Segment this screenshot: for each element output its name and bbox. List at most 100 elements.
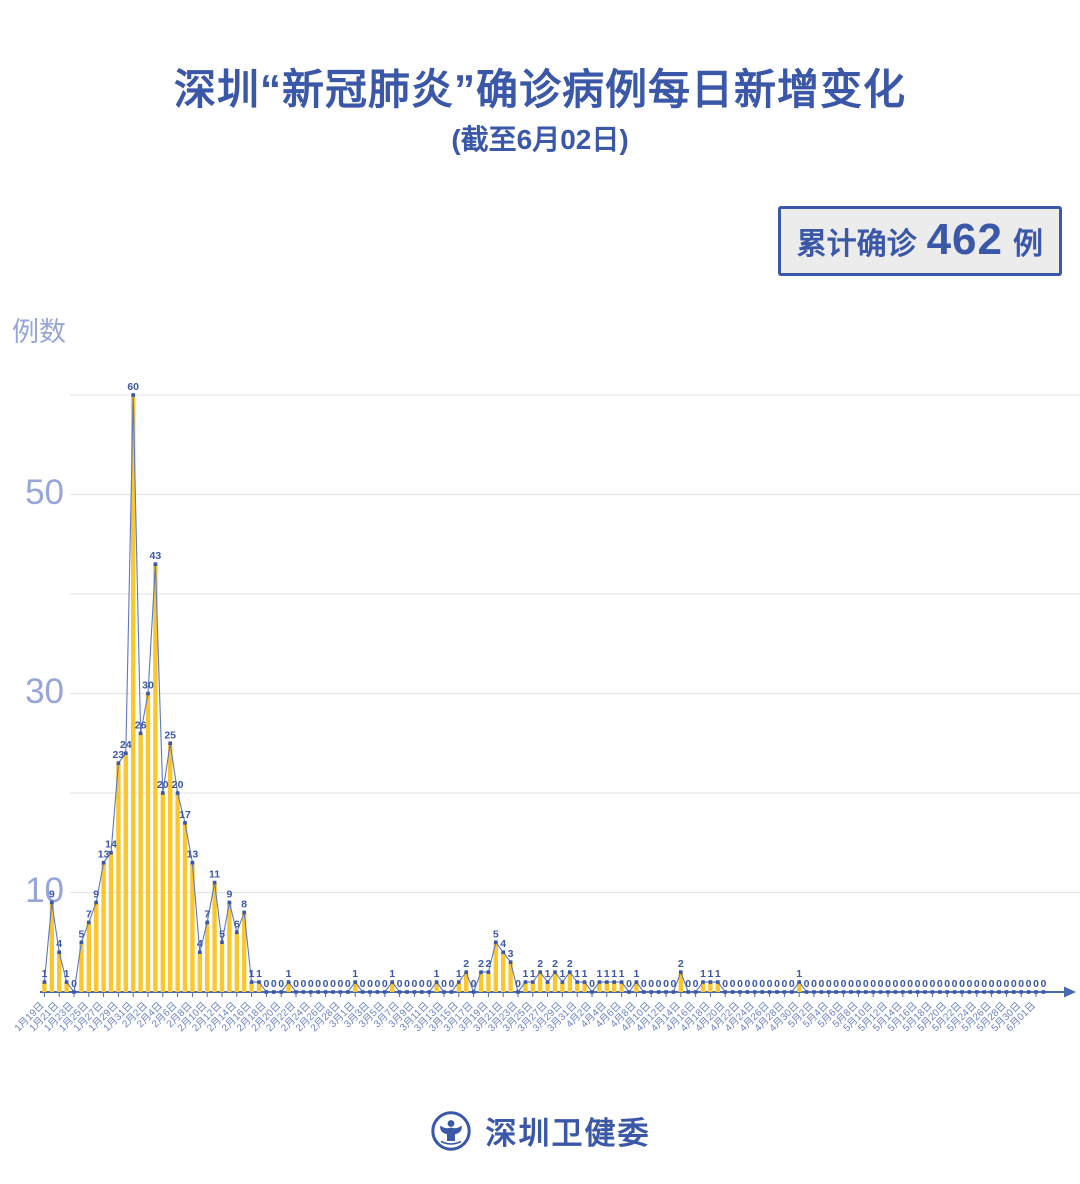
svg-text:0: 0	[811, 978, 817, 990]
svg-text:1: 1	[596, 968, 602, 980]
svg-text:0: 0	[1003, 978, 1009, 990]
svg-text:0: 0	[892, 978, 898, 990]
svg-text:0: 0	[767, 978, 773, 990]
svg-text:13: 13	[187, 849, 199, 861]
svg-text:1: 1	[715, 968, 721, 980]
svg-text:11: 11	[209, 869, 220, 881]
svg-text:0: 0	[374, 978, 380, 990]
svg-text:17: 17	[179, 809, 191, 821]
svg-text:50: 50	[25, 473, 64, 512]
badge-prefix: 累计确诊	[796, 228, 917, 261]
svg-text:1: 1	[256, 968, 262, 980]
svg-text:0: 0	[293, 978, 299, 990]
svg-text:1: 1	[619, 968, 625, 980]
svg-text:0: 0	[804, 978, 810, 990]
svg-text:0: 0	[360, 978, 366, 990]
svg-text:6: 6	[234, 918, 240, 930]
svg-text:24: 24	[120, 739, 132, 751]
svg-text:1: 1	[700, 968, 706, 980]
svg-text:0: 0	[323, 978, 329, 990]
svg-text:14: 14	[105, 839, 117, 851]
svg-text:4: 4	[500, 938, 506, 950]
footer-org-name: 深圳卫健委	[485, 1116, 651, 1151]
svg-text:0: 0	[589, 978, 595, 990]
svg-text:9: 9	[93, 888, 99, 900]
badge-unit: 例	[1013, 228, 1043, 261]
svg-text:1: 1	[582, 968, 588, 980]
svg-text:0: 0	[330, 978, 336, 990]
svg-text:0: 0	[989, 978, 995, 990]
svg-text:0: 0	[870, 978, 876, 990]
svg-text:0: 0	[411, 978, 417, 990]
svg-text:1: 1	[286, 968, 292, 980]
svg-text:0: 0	[841, 978, 847, 990]
svg-text:2: 2	[678, 958, 684, 970]
svg-text:2: 2	[463, 958, 469, 970]
svg-text:0: 0	[774, 978, 780, 990]
svg-text:0: 0	[1033, 978, 1039, 990]
svg-text:0: 0	[337, 978, 343, 990]
svg-text:0: 0	[737, 978, 743, 990]
svg-text:0: 0	[1018, 978, 1024, 990]
svg-text:0: 0	[641, 978, 647, 990]
svg-text:7: 7	[204, 908, 210, 920]
svg-text:0: 0	[878, 978, 884, 990]
svg-text:0: 0	[404, 978, 410, 990]
svg-text:25: 25	[164, 729, 176, 741]
page-title: 深圳“新冠肺炎”确诊病例每日新增变化	[173, 66, 906, 113]
svg-text:2: 2	[537, 958, 543, 970]
svg-text:1: 1	[530, 968, 536, 980]
svg-text:1: 1	[456, 968, 462, 980]
svg-text:0: 0	[278, 978, 284, 990]
svg-text:20: 20	[172, 779, 184, 791]
badge-count: 462	[926, 215, 1003, 264]
svg-text:0: 0	[863, 978, 869, 990]
svg-text:2: 2	[485, 958, 491, 970]
y-axis-label: 例数	[12, 317, 66, 347]
svg-text:0: 0	[744, 978, 750, 990]
svg-text:0: 0	[315, 978, 321, 990]
svg-text:0: 0	[966, 978, 972, 990]
svg-text:0: 0	[448, 978, 454, 990]
svg-text:0: 0	[263, 978, 269, 990]
svg-text:0: 0	[300, 978, 306, 990]
svg-text:0: 0	[626, 978, 632, 990]
svg-text:0: 0	[981, 978, 987, 990]
svg-text:0: 0	[855, 978, 861, 990]
svg-text:1: 1	[352, 968, 358, 980]
svg-text:0: 0	[271, 978, 277, 990]
svg-text:4: 4	[56, 938, 62, 950]
svg-text:0: 0	[345, 978, 351, 990]
svg-text:0: 0	[848, 978, 854, 990]
svg-text:0: 0	[937, 978, 943, 990]
svg-text:60: 60	[127, 381, 139, 393]
svg-text:0: 0	[367, 978, 373, 990]
svg-text:0: 0	[907, 978, 913, 990]
svg-text:0: 0	[900, 978, 906, 990]
svg-text:0: 0	[648, 978, 654, 990]
svg-text:0: 0	[1026, 978, 1032, 990]
svg-text:5: 5	[493, 928, 499, 940]
svg-text:0: 0	[915, 978, 921, 990]
svg-text:1: 1	[633, 968, 639, 980]
svg-text:9: 9	[226, 888, 232, 900]
svg-text:7: 7	[86, 908, 92, 920]
svg-text:5: 5	[78, 928, 84, 940]
svg-text:2: 2	[567, 958, 573, 970]
svg-text:1: 1	[559, 968, 565, 980]
svg-text:1: 1	[604, 968, 610, 980]
svg-text:1: 1	[545, 968, 551, 980]
svg-text:0: 0	[663, 978, 669, 990]
svg-text:0: 0	[959, 978, 965, 990]
svg-text:0: 0	[922, 978, 928, 990]
svg-text:1: 1	[796, 968, 802, 980]
svg-text:0: 0	[426, 978, 432, 990]
svg-text:0: 0	[752, 978, 758, 990]
svg-text:8: 8	[241, 898, 247, 910]
shenzhen-health-commission-logo-icon	[430, 1110, 471, 1151]
svg-text:1: 1	[389, 968, 395, 980]
svg-text:0: 0	[382, 978, 388, 990]
svg-text:1: 1	[41, 968, 47, 980]
svg-text:0: 0	[71, 978, 77, 990]
svg-text:0: 0	[885, 978, 891, 990]
